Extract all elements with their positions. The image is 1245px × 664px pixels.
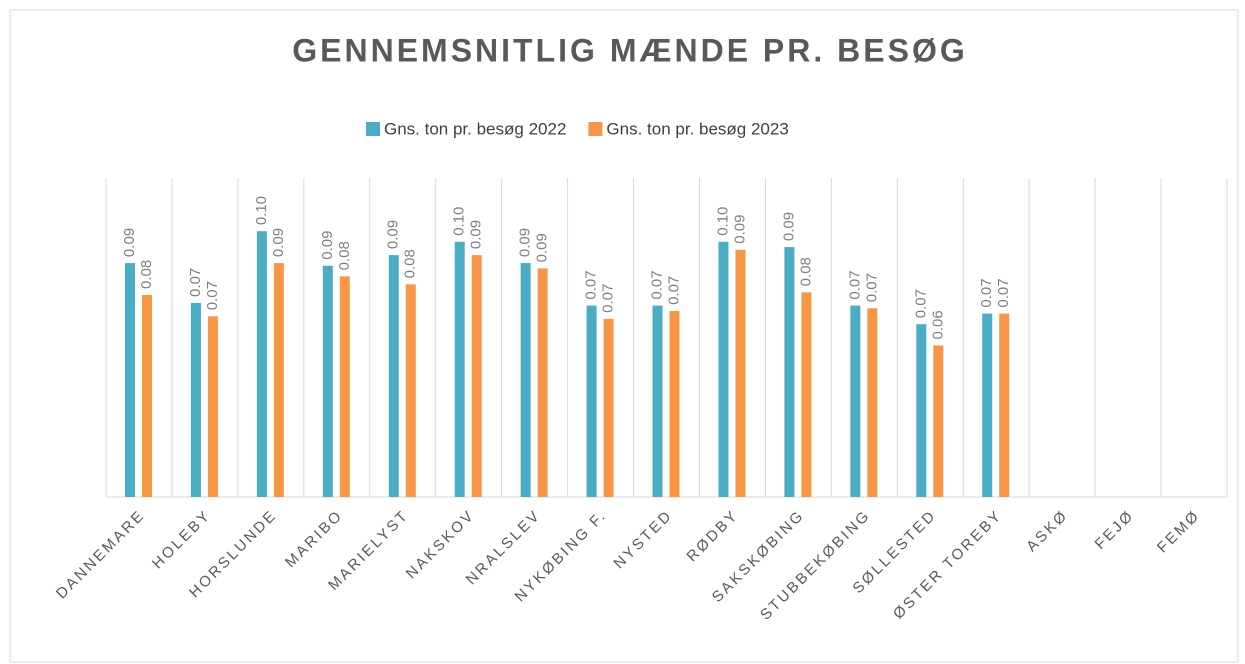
value-label: 0.08 xyxy=(336,241,353,270)
value-label: 0.07 xyxy=(187,268,204,297)
bar xyxy=(586,305,597,497)
legend-label: Gns. ton pr. besøg 2022 xyxy=(384,119,566,138)
value-label: 0.09 xyxy=(780,212,797,241)
value-label: 0.09 xyxy=(517,228,534,257)
bar xyxy=(142,294,152,497)
bar xyxy=(933,345,944,497)
value-label: 0.07 xyxy=(583,270,600,299)
bar xyxy=(784,247,795,497)
value-label: 0.07 xyxy=(846,270,863,299)
bar xyxy=(735,249,746,497)
bar xyxy=(322,265,333,497)
bar xyxy=(718,241,729,497)
value-label: 0.07 xyxy=(204,281,221,310)
bar xyxy=(454,241,465,497)
bar xyxy=(867,308,878,497)
bar xyxy=(999,313,1010,497)
bar xyxy=(405,284,416,497)
value-label: 0.07 xyxy=(665,276,682,305)
bar xyxy=(520,263,531,497)
bar xyxy=(207,316,218,497)
value-label: 0.09 xyxy=(731,215,748,244)
value-label: 0.09 xyxy=(270,228,287,257)
bar xyxy=(916,324,927,497)
bar xyxy=(669,310,680,497)
value-label: 0.07 xyxy=(863,273,880,302)
bar xyxy=(471,255,482,497)
value-label: 0.09 xyxy=(385,220,402,249)
value-label: 0.07 xyxy=(600,284,617,313)
legend-swatch xyxy=(588,122,603,136)
value-label: 0.07 xyxy=(995,278,1012,307)
value-label: 0.10 xyxy=(451,207,468,236)
bar xyxy=(652,305,663,497)
bar xyxy=(256,231,267,497)
value-label: 0.08 xyxy=(138,260,155,289)
bar xyxy=(537,268,548,497)
bar xyxy=(850,305,861,497)
value-label: 0.07 xyxy=(978,278,995,307)
value-label: 0.09 xyxy=(319,231,336,260)
bar xyxy=(125,263,135,497)
value-label: 0.08 xyxy=(797,257,814,286)
value-label: 0.06 xyxy=(929,310,946,339)
value-label: 0.07 xyxy=(648,270,665,299)
value-label: 0.10 xyxy=(253,196,270,225)
bar xyxy=(388,255,399,497)
value-label: 0.09 xyxy=(468,220,485,249)
bar xyxy=(273,263,284,497)
bar xyxy=(339,276,350,497)
bar xyxy=(982,313,993,497)
value-label: 0.07 xyxy=(912,289,929,318)
bar xyxy=(190,302,201,497)
value-label: 0.08 xyxy=(402,249,419,278)
value-label: 0.09 xyxy=(534,233,551,262)
chart-title: GENNEMSNITLIG MÆNDE PR. BESØG xyxy=(292,32,967,68)
legend-label: Gns. ton pr. besøg 2023 xyxy=(606,119,788,138)
value-label: 0.10 xyxy=(714,207,731,236)
legend-swatch xyxy=(366,122,380,136)
value-label: 0.09 xyxy=(121,228,138,257)
bar xyxy=(801,292,812,497)
bar xyxy=(603,318,614,497)
